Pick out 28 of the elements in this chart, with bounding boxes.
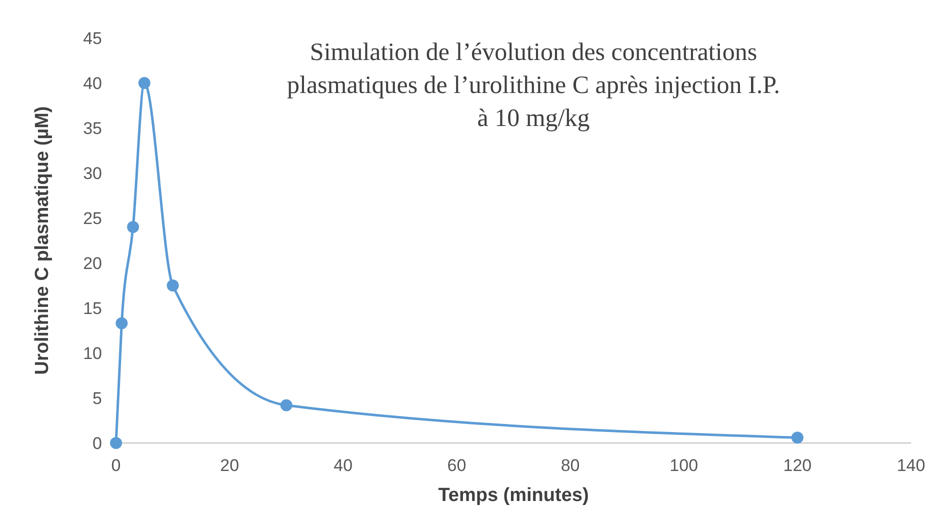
y-tick-label: 45 [83, 29, 102, 48]
point [110, 437, 122, 449]
x-tick-label: 120 [783, 456, 812, 475]
y-tick-label: 20 [83, 254, 102, 273]
x-tick-label: 0 [111, 456, 121, 475]
y-tick-label: 35 [83, 119, 102, 138]
point [280, 399, 292, 412]
x-tick-label: 20 [220, 456, 240, 475]
y-tick-label: 30 [83, 164, 102, 183]
point [138, 77, 150, 89]
point [127, 221, 140, 233]
x-axis-title: Temps (minutes) [438, 485, 589, 506]
y-tick-label: 40 [83, 74, 102, 93]
y-tick-label: 25 [83, 209, 102, 228]
text: Simulation de l’évolution des concentrations plasmatiques de l’urolithine C après injection I.P. à 10 mg/kg [287, 39, 780, 132]
x-tick-label: 60 [447, 456, 466, 475]
x-tick-label: 40 [334, 456, 353, 475]
y-tick-label: 5 [92, 389, 102, 408]
point [116, 317, 128, 330]
x-tick-label: 80 [560, 456, 580, 475]
y-tick-label: 0 [92, 434, 102, 453]
x-tick-label: 100 [670, 456, 698, 475]
y-axis-title: Urolithine C plasmatique (µM) [32, 106, 53, 375]
x-tick-label: 140 [896, 456, 926, 475]
point [791, 432, 804, 444]
y-tick-label: 10 [83, 344, 102, 363]
y-tick-label: 15 [83, 299, 102, 318]
point [166, 280, 179, 292]
